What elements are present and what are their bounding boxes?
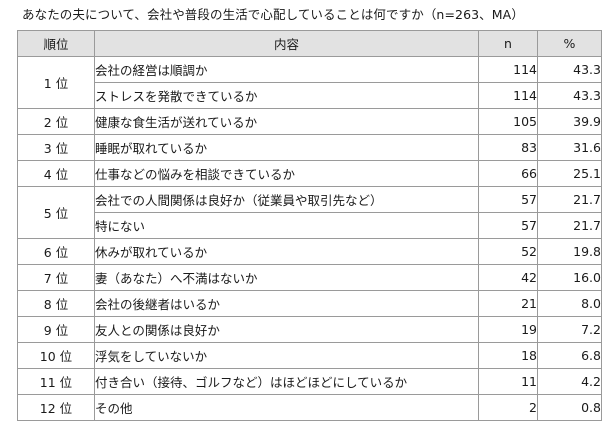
percent-cell: 4.2 (537, 368, 602, 395)
count-cell: 11 (478, 368, 538, 395)
header-pct: % (537, 30, 602, 57)
item-cell: 睡眠が取れているか (94, 134, 479, 161)
rank-cell: 7 位 (17, 264, 95, 291)
rank-cell: 2 位 (17, 108, 95, 135)
percent-cell: 25.1 (537, 160, 602, 187)
table-row: 9 位 友人との関係は良好か 19 7.2 (17, 316, 602, 343)
table-row: 2 位 健康な食生活が送れているか 105 39.9 (17, 108, 602, 135)
table-row: 10 位 浮気をしていないか 18 6.8 (17, 342, 602, 369)
item-cell: 仕事などの悩みを相談できているか (94, 160, 479, 187)
percent-cell: 16.0 (537, 264, 602, 291)
table-row: 8 位 会社の後継者はいるか 21 8.0 (17, 290, 602, 317)
item-cell: 会社での人間関係は良好か（従業員や取引先など） (94, 186, 479, 213)
count-cell: 66 (478, 160, 538, 187)
rank-cell: 12 位 (17, 394, 95, 421)
item-cell: その他 (94, 394, 479, 421)
item-cell: 浮気をしていないか (94, 342, 479, 369)
header-n: n (478, 30, 538, 57)
rank-cell: 1 位 (17, 56, 95, 109)
count-cell: 42 (478, 264, 538, 291)
rank-cell: 8 位 (17, 290, 95, 317)
header-row: 順位 内容 n % (17, 30, 602, 57)
table-row: 4 位 仕事などの悩みを相談できているか 66 25.1 (17, 160, 602, 187)
rank-cell: 10 位 (17, 342, 95, 369)
item-cell: 健康な食生活が送れているか (94, 108, 479, 135)
percent-cell: 43.3 (537, 82, 602, 109)
count-cell: 18 (478, 342, 538, 369)
item-cell: 休みが取れているか (94, 238, 479, 265)
table-row: ストレスを発散できているか 114 43.3 (18, 82, 602, 109)
percent-cell: 21.7 (537, 186, 602, 213)
item-cell: 妻（あなた）へ不満はないか (94, 264, 479, 291)
table-row: 3 位 睡眠が取れているか 83 31.6 (17, 134, 602, 161)
percent-cell: 31.6 (537, 134, 602, 161)
table-row: 1 位 会社の経営は順調か 114 43.3 (17, 56, 602, 109)
table-title: あなたの夫について、会社や普段の生活で心配していることは何ですか（n=263、M… (22, 7, 524, 22)
rank-cell: 3 位 (17, 134, 95, 161)
count-cell: 114 (478, 82, 538, 109)
item-cell: 会社の後継者はいるか (94, 290, 479, 317)
count-cell: 21 (478, 290, 538, 317)
item-cell: 友人との関係は良好か (94, 316, 479, 343)
survey-table: 順位 内容 n % 1 位 会社の経営は順調か 114 43.3 ストレスを発散… (17, 30, 602, 421)
table-row: 12 位 その他 2 0.8 (17, 394, 602, 421)
percent-cell: 7.2 (537, 316, 602, 343)
item-cell: 会社の経営は順調か (94, 56, 479, 83)
count-cell: 2 (478, 394, 538, 421)
percent-cell: 21.7 (537, 212, 602, 239)
item-cell: 特にない (94, 212, 479, 239)
count-cell: 83 (478, 134, 538, 161)
percent-cell: 8.0 (537, 290, 602, 317)
percent-cell: 0.8 (537, 394, 602, 421)
rank-cell: 6 位 (17, 238, 95, 265)
item-cell: ストレスを発散できているか (94, 82, 479, 109)
header-item: 内容 (94, 30, 479, 57)
percent-cell: 6.8 (537, 342, 602, 369)
count-cell: 19 (478, 316, 538, 343)
table-row: 特にない 57 21.7 (18, 212, 602, 239)
count-cell: 105 (478, 108, 538, 135)
header-rank: 順位 (17, 30, 95, 57)
rank-cell: 9 位 (17, 316, 95, 343)
rank-cell: 4 位 (17, 160, 95, 187)
item-cell: 付き合い（接待、ゴルフなど）はほどほどにしているか (94, 368, 479, 395)
table-row: 7 位 妻（あなた）へ不満はないか 42 16.0 (17, 264, 602, 291)
table-row: 5 位 会社での人間関係は良好か（従業員や取引先など） 57 21.7 (17, 186, 602, 239)
rank-cell: 5 位 (17, 186, 95, 239)
count-cell: 57 (478, 186, 538, 213)
percent-cell: 39.9 (537, 108, 602, 135)
count-cell: 52 (478, 238, 538, 265)
table-row: 11 位 付き合い（接待、ゴルフなど）はほどほどにしているか 11 4.2 (17, 368, 602, 395)
table-row: 6 位 休みが取れているか 52 19.8 (17, 238, 602, 265)
count-cell: 114 (478, 56, 538, 83)
count-cell: 57 (478, 212, 538, 239)
percent-cell: 43.3 (537, 56, 602, 83)
rank-cell: 11 位 (17, 368, 95, 395)
percent-cell: 19.8 (537, 238, 602, 265)
